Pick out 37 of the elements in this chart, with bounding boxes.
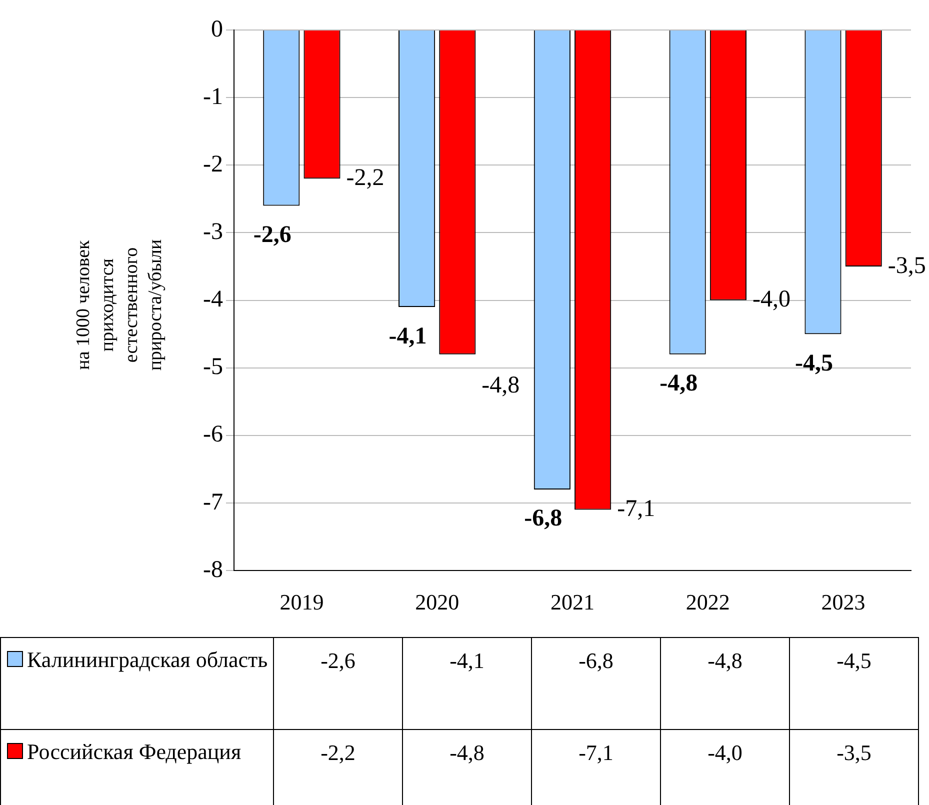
y-tick-label: -7	[202, 489, 223, 516]
data-label: -4,8	[660, 638, 790, 730]
text: -2,6	[253, 222, 292, 248]
data-label: -3,5	[790, 730, 918, 805]
x-tick-label: 2022	[686, 590, 730, 615]
y-tick-label: -4	[202, 286, 223, 313]
y-tick-label: 0	[210, 16, 223, 42]
text: -7,1	[617, 496, 656, 522]
data-label: -4,8	[402, 730, 532, 805]
y-tick-label: -3	[202, 219, 223, 246]
text: -4,0	[752, 286, 790, 313]
text: -2,2	[346, 164, 384, 191]
legend-label: Российская Федерация	[0, 730, 274, 805]
y-tick-label: -8	[202, 556, 223, 583]
data-label: -4,5	[790, 638, 918, 730]
text: -4,8	[482, 372, 520, 399]
data-label: -4,1	[402, 638, 532, 730]
y-tick-label: -1	[202, 84, 223, 110]
text: -4,8	[660, 370, 698, 397]
legend-label: Калининградская область	[0, 638, 274, 730]
y-tick-label: -2	[202, 151, 223, 178]
text: -3,5	[888, 252, 926, 279]
x-tick-label: 2020	[415, 590, 460, 615]
text: -4,5	[794, 350, 833, 376]
text: -6,8	[524, 506, 562, 532]
data-label: -2,6	[274, 638, 402, 730]
x-tick-label: 2023	[821, 590, 866, 615]
y-axis-title: на 1000 человек приходится естественного прироста/убыли	[72, 238, 167, 373]
data-label: -2,2	[274, 730, 402, 805]
y-tick-label: -6	[202, 422, 223, 448]
data-label: -6,8	[532, 638, 660, 730]
y-tick-label: -5	[202, 354, 223, 380]
x-tick-label: 2019	[280, 590, 324, 615]
data-label: -4,0	[660, 730, 790, 805]
data-label: -7,1	[532, 730, 660, 805]
text: -4,1	[388, 323, 427, 350]
x-tick-label: 2021	[550, 590, 594, 615]
